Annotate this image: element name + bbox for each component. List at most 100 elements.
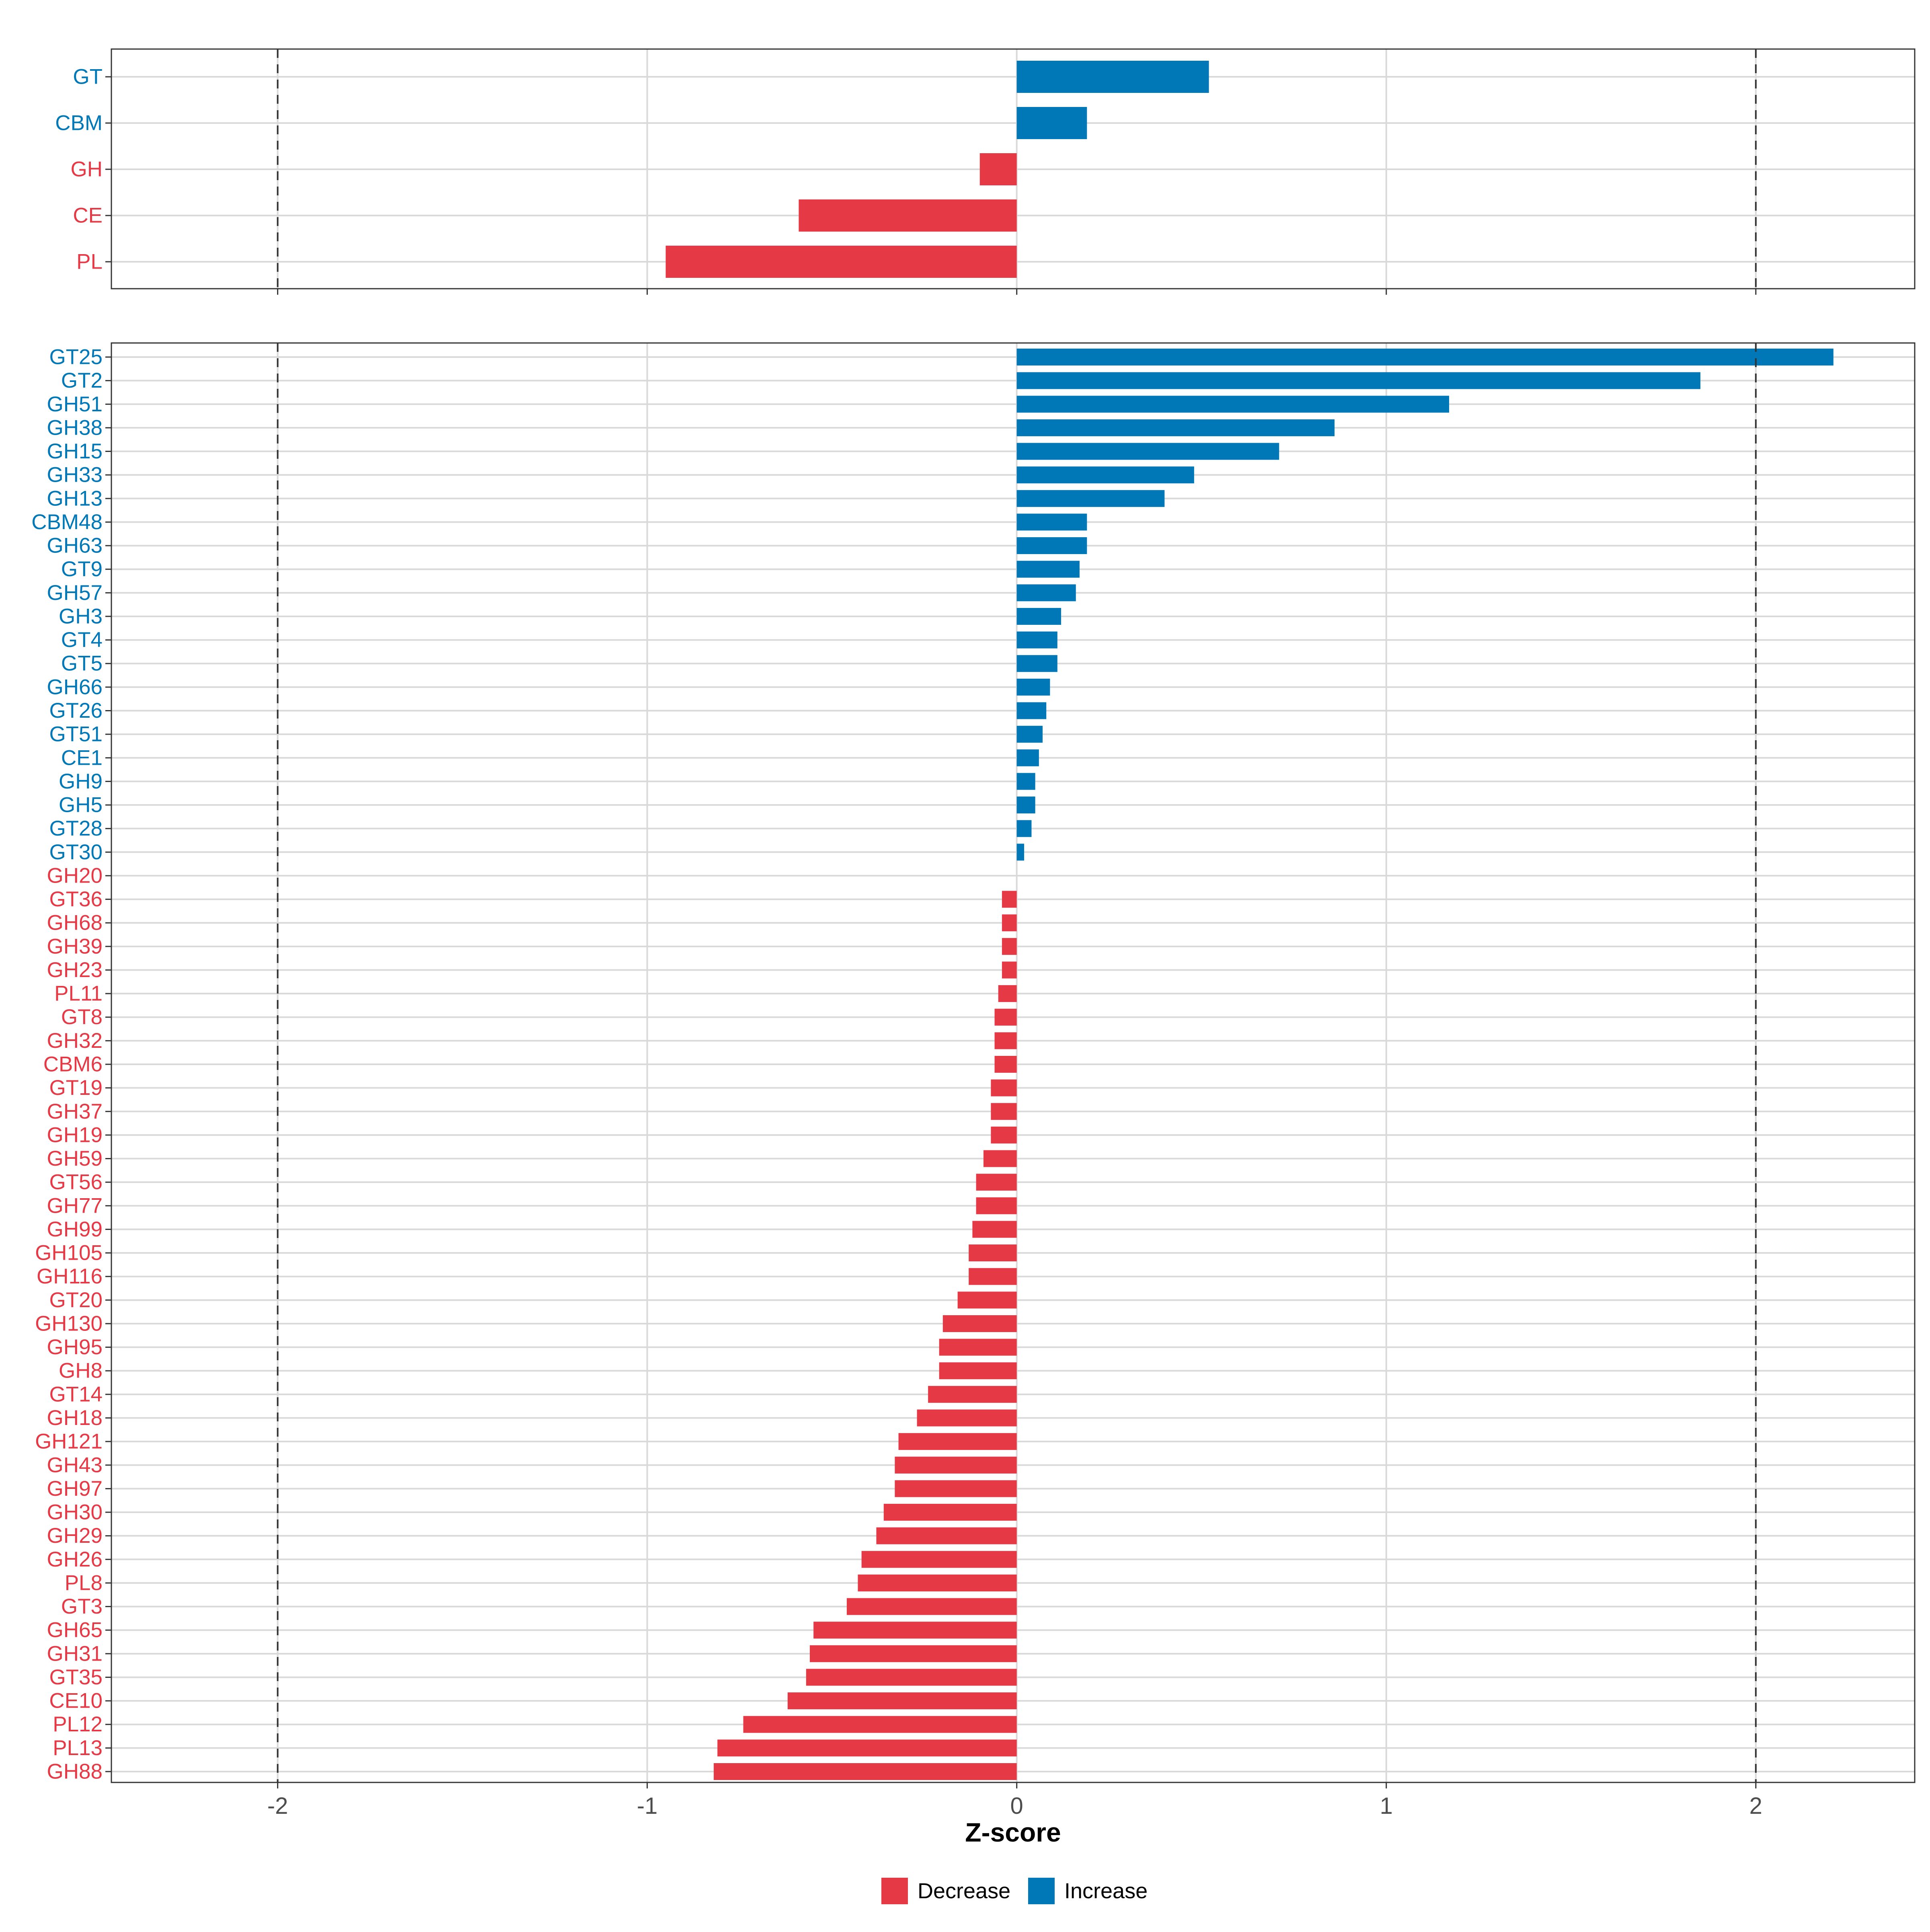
y-tick-label: GT4 bbox=[61, 628, 103, 652]
bar-GH8 bbox=[939, 1362, 1017, 1380]
y-tick-label: CBM6 bbox=[43, 1053, 103, 1076]
y-tick-label: GT20 bbox=[49, 1288, 103, 1312]
y-tick-label: GH5 bbox=[59, 793, 103, 817]
bar-GH63 bbox=[1016, 537, 1087, 554]
y-tick-label: GH19 bbox=[47, 1123, 103, 1147]
y-tick-label: GH39 bbox=[47, 934, 103, 958]
bar-GH3 bbox=[1016, 608, 1061, 625]
bar-GH30 bbox=[883, 1504, 1017, 1521]
bar-GT36 bbox=[1002, 891, 1017, 908]
y-tick-label: GT3 bbox=[61, 1595, 103, 1618]
y-tick-label: CBM48 bbox=[31, 510, 103, 534]
panel-bottom: GT25GT2GH51GH38GH15GH33GH13CBM48GH63GT9G… bbox=[31, 342, 1916, 1847]
bar-GH31 bbox=[810, 1645, 1017, 1662]
bar-PL12 bbox=[743, 1716, 1017, 1733]
bar-GH29 bbox=[876, 1527, 1017, 1544]
y-tick-label: CE bbox=[73, 204, 103, 228]
bar-PL bbox=[665, 246, 1017, 278]
bar-GH105 bbox=[969, 1244, 1017, 1262]
bar-GH39 bbox=[1002, 938, 1017, 955]
y-tick-label: CE10 bbox=[49, 1689, 103, 1713]
bar-GH32 bbox=[994, 1032, 1017, 1049]
bar-CE1 bbox=[1016, 749, 1039, 766]
bar-GT8 bbox=[994, 1008, 1017, 1026]
bar-GH57 bbox=[1016, 584, 1076, 602]
y-tick-label: GT2 bbox=[61, 369, 103, 392]
y-tick-label: PL13 bbox=[53, 1736, 103, 1760]
bar-GT35 bbox=[806, 1669, 1017, 1686]
x-tick-label: 0 bbox=[1010, 1793, 1023, 1819]
y-tick-label: CE1 bbox=[61, 746, 103, 770]
y-tick-label: GH65 bbox=[47, 1618, 103, 1642]
y-tick-label: GH3 bbox=[59, 604, 103, 628]
legend: Decrease Increase bbox=[881, 1878, 1148, 1904]
y-tick-label: GH29 bbox=[47, 1524, 103, 1548]
x-tick-label: -1 bbox=[637, 1793, 658, 1819]
y-tick-label: PL8 bbox=[65, 1571, 103, 1595]
y-tick-label: GH88 bbox=[47, 1760, 103, 1784]
y-tick-label: GH38 bbox=[47, 416, 103, 439]
y-tick-label: GH59 bbox=[47, 1147, 103, 1170]
y-tick-label: GT9 bbox=[61, 557, 103, 581]
bar-GH5 bbox=[1016, 797, 1035, 814]
bar-GT56 bbox=[976, 1174, 1017, 1191]
y-tick-label: GH77 bbox=[47, 1194, 103, 1218]
bar-GT5 bbox=[1016, 655, 1057, 672]
y-tick-label: GT8 bbox=[61, 1005, 103, 1029]
y-tick-label: GT bbox=[73, 65, 103, 89]
bar-GH65 bbox=[813, 1622, 1017, 1639]
y-tick-label: GH30 bbox=[47, 1501, 103, 1524]
bar-GT4 bbox=[1016, 631, 1057, 649]
panel-top: GT CBM GH CE PL bbox=[55, 48, 1916, 295]
y-tick-label: GH37 bbox=[47, 1100, 103, 1123]
y-tick-label: GH105 bbox=[35, 1241, 103, 1265]
y-tick-label: GH43 bbox=[47, 1453, 103, 1477]
y-tick-label: GT56 bbox=[49, 1170, 103, 1194]
y-tick-label: GH31 bbox=[47, 1642, 103, 1665]
legend-label: Decrease bbox=[918, 1879, 1010, 1903]
bar-GH bbox=[979, 153, 1017, 185]
y-tick-label: GT36 bbox=[49, 887, 103, 911]
y-tick-label: GH97 bbox=[47, 1477, 103, 1501]
bar-GH121 bbox=[898, 1433, 1017, 1450]
y-tick-label: GH68 bbox=[47, 911, 103, 935]
y-tick-label: GT30 bbox=[49, 840, 103, 864]
legend-swatch-decrease bbox=[881, 1878, 908, 1904]
bar-CBM6 bbox=[994, 1056, 1017, 1073]
bar-GT bbox=[1016, 61, 1209, 93]
bar-GT28 bbox=[1016, 820, 1032, 837]
bar-GT25 bbox=[1016, 349, 1834, 365]
bar-GH77 bbox=[976, 1197, 1017, 1214]
bar-GH37 bbox=[991, 1103, 1017, 1120]
x-tick-label: -2 bbox=[267, 1793, 288, 1819]
bar-GH19 bbox=[991, 1126, 1017, 1144]
bar-GH97 bbox=[895, 1480, 1017, 1497]
bar-PL11 bbox=[998, 985, 1017, 1002]
y-tick-label: GH32 bbox=[47, 1029, 103, 1053]
bar-GT51 bbox=[1016, 726, 1043, 743]
y-tick-label: GH121 bbox=[35, 1430, 103, 1454]
y-tick-label: GT51 bbox=[49, 723, 103, 746]
bar-GT3 bbox=[846, 1598, 1017, 1615]
y-tick-label: PL bbox=[76, 250, 103, 274]
y-tick-label: GT19 bbox=[49, 1076, 103, 1100]
x-axis-title: Z-score bbox=[965, 1817, 1061, 1847]
bar-GH51 bbox=[1016, 396, 1449, 413]
bar-PL8 bbox=[858, 1574, 1017, 1591]
x-tick-label: 1 bbox=[1380, 1793, 1393, 1819]
bar-GT9 bbox=[1016, 561, 1080, 578]
bar-GH43 bbox=[895, 1456, 1017, 1474]
x-tick-label: 2 bbox=[1749, 1793, 1762, 1819]
y-tick-label: GH bbox=[71, 158, 103, 181]
bar-GH26 bbox=[861, 1551, 1017, 1568]
bar-GH38 bbox=[1016, 419, 1335, 436]
y-tick-label: GH18 bbox=[47, 1406, 103, 1430]
bar-GH68 bbox=[1002, 914, 1017, 932]
bar-GH15 bbox=[1016, 443, 1279, 460]
bar-GH59 bbox=[983, 1150, 1017, 1167]
y-tick-label: GT25 bbox=[49, 345, 103, 369]
bar-GH13 bbox=[1016, 490, 1165, 507]
y-tick-label: GH66 bbox=[47, 675, 103, 699]
bar-GT30 bbox=[1016, 844, 1025, 861]
